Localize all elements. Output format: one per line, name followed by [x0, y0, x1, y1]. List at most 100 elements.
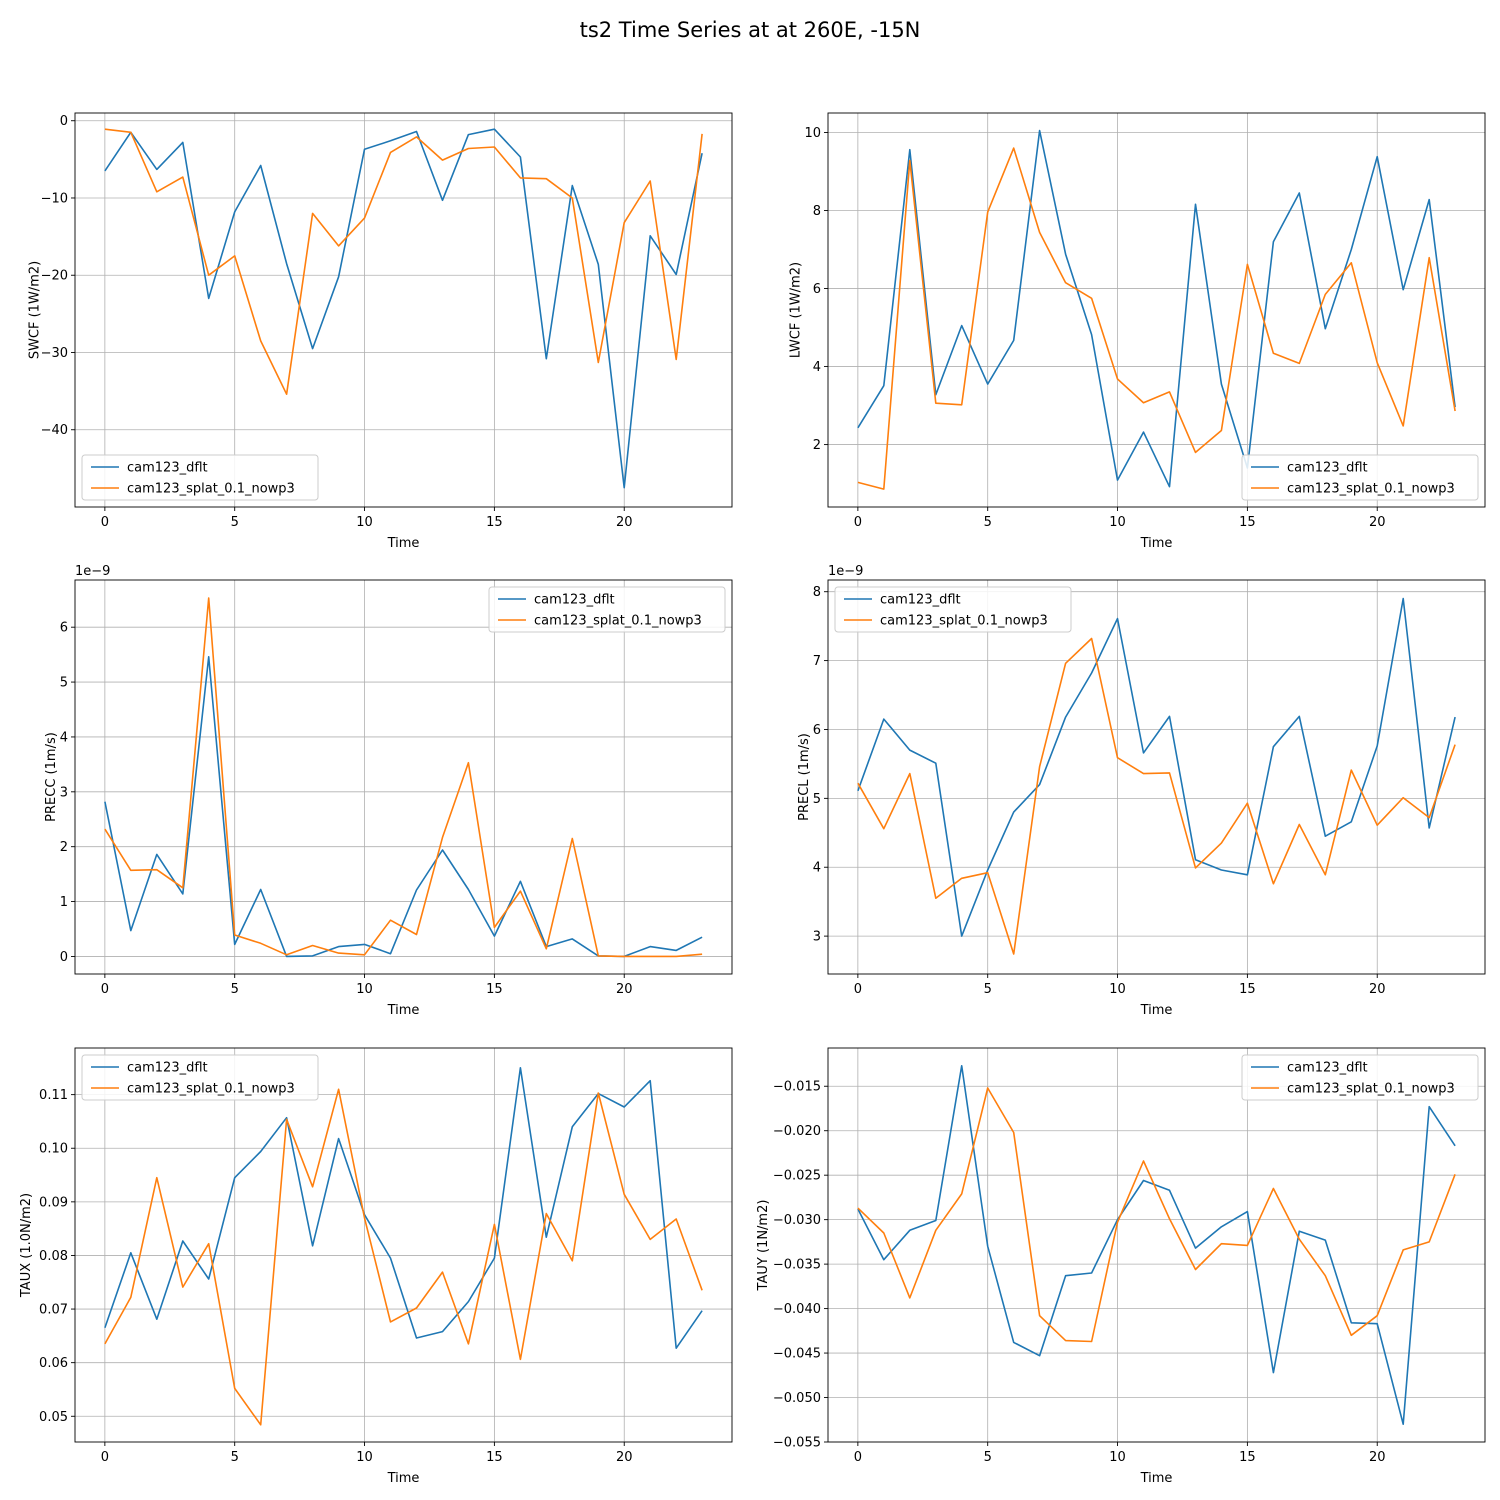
y-tick-label: 6	[60, 621, 68, 636]
x-tick-label: 0	[101, 982, 109, 997]
x-tick-label: 5	[231, 515, 239, 530]
legend-entry: cam123_splat_0.1_nowp3	[127, 1082, 295, 1097]
subplot-6: 0 5 10 15 20 −0.055 −0.050 −0.045 −0.040 −0.035 −0…	[756, 1047, 1486, 1486]
y-axis-label: LWCF (1W/m2)	[789, 262, 804, 358]
y-tick-label: 1	[60, 895, 68, 910]
x-tick-label: 20	[616, 515, 633, 530]
y-tick-label: 7	[813, 654, 821, 669]
axes-frame	[827, 1047, 1486, 1443]
y-tick-label: −0.035	[773, 1258, 821, 1273]
legend-entry: cam123_splat_0.1_nowp3	[1287, 1082, 1455, 1097]
y-tick-label: −0.020	[773, 1124, 821, 1139]
y-tick-label: −30	[41, 346, 68, 361]
x-tick-label: 20	[1369, 1450, 1386, 1465]
x-axis-label: Time	[1140, 536, 1173, 551]
y-tick-label: 6	[813, 282, 821, 297]
y-tick-label: −10	[41, 191, 68, 206]
legend-entry: cam123_dflt	[1287, 1061, 1368, 1076]
legend: cam123_dflt cam123_splat_0.1_nowp3	[1241, 1054, 1479, 1101]
y-tick-label: 0.06	[39, 1356, 68, 1371]
y-tick-label: 0.11	[39, 1088, 68, 1103]
x-tick-label: 20	[1369, 515, 1386, 530]
x-tick-label: 10	[356, 515, 373, 530]
legend: cam123_dflt cam123_splat_0.1_nowp3	[81, 454, 319, 501]
series-line-dflt	[857, 1065, 1456, 1425]
y-offset-label: 1e−9	[828, 564, 863, 579]
legend-entry: cam123_dflt	[1287, 461, 1368, 476]
y-tick-label: −0.040	[773, 1302, 821, 1317]
series-line-dflt	[104, 128, 703, 489]
y-tick-label: 2	[60, 840, 68, 855]
y-offset-label: 1e−9	[75, 564, 110, 579]
y-tick-label: 0.10	[39, 1142, 68, 1157]
legend-frame	[1241, 454, 1479, 501]
x-tick-label: 5	[984, 1450, 992, 1465]
y-axis-label: PRECC (1m/s)	[44, 732, 59, 822]
y-tick-label: 0	[60, 950, 68, 965]
x-tick-label: 20	[616, 982, 633, 997]
y-tick-label: 0.09	[39, 1195, 68, 1210]
x-tick-label: 5	[231, 1450, 239, 1465]
y-tick-label: −40	[41, 423, 68, 438]
x-tick-label: 10	[1109, 515, 1126, 530]
y-tick-label: 0.08	[39, 1249, 68, 1264]
x-tick-label: 0	[101, 1450, 109, 1465]
subplot-3: 0 5 10 15 20 0 1 2 3 4 5 6 1e−9 Time PRECC (1m/s) cam12…	[44, 564, 733, 1018]
series-line-splat	[857, 147, 1456, 490]
legend-entry: cam123_splat_0.1_nowp3	[127, 482, 295, 497]
legend-entry: cam123_dflt	[534, 593, 615, 608]
x-tick-label: 15	[1239, 1450, 1256, 1465]
legend: cam123_dflt cam123_splat_0.1_nowp3	[488, 586, 726, 633]
y-axis-label: SWCF (1W/m2)	[27, 261, 42, 359]
y-tick-label: 0.05	[39, 1410, 68, 1425]
y-tick-label: −0.050	[773, 1391, 821, 1406]
legend-frame	[834, 586, 1072, 633]
series-line-splat	[857, 1087, 1456, 1343]
x-tick-label: 5	[984, 515, 992, 530]
x-tick-label: 0	[101, 515, 109, 530]
y-tick-label: 4	[60, 730, 68, 745]
y-tick-label: 8	[813, 585, 821, 600]
x-tick-label: 10	[356, 1450, 373, 1465]
y-tick-label: 4	[813, 861, 821, 876]
x-axis-label: Time	[1140, 1003, 1173, 1018]
series-line-dflt	[857, 129, 1456, 488]
y-tick-label: −0.030	[773, 1213, 821, 1228]
subplot-1: 0 5 10 15 20 −40 −30 −20 −10 0 Time SWCF (1W/m2) cam…	[27, 112, 733, 551]
y-tick-label: −0.025	[773, 1169, 821, 1184]
legend-entry: cam123_dflt	[127, 1061, 208, 1076]
series-line-dflt	[104, 1067, 703, 1349]
x-tick-label: 0	[854, 982, 862, 997]
y-tick-label: 8	[813, 204, 821, 219]
y-tick-label: −20	[41, 269, 68, 284]
x-tick-label: 5	[984, 982, 992, 997]
legend-frame	[1241, 1054, 1479, 1101]
y-tick-label: 5	[60, 676, 68, 691]
y-tick-label: 0.07	[39, 1303, 68, 1318]
y-tick-label: 2	[813, 438, 821, 453]
legend-entry: cam123_splat_0.1_nowp3	[1287, 482, 1455, 497]
y-tick-label: −0.045	[773, 1347, 821, 1362]
x-tick-label: 0	[854, 1450, 862, 1465]
x-tick-label: 15	[486, 982, 503, 997]
series-line-dflt	[857, 597, 1456, 937]
axes-frame	[74, 1047, 733, 1443]
x-tick-label: 15	[1239, 515, 1256, 530]
y-tick-label: 4	[813, 360, 821, 375]
axes-frame	[827, 579, 1486, 975]
x-tick-label: 20	[1369, 982, 1386, 997]
subplot-2: 0 5 10 15 20 2 4 6 8 10 Time LWCF (1W/m2) cam123_dfl…	[789, 112, 1486, 551]
series-line-splat	[104, 597, 703, 958]
x-axis-label: Time	[387, 536, 420, 551]
x-tick-label: 20	[616, 1450, 633, 1465]
x-axis-label: Time	[1140, 1471, 1173, 1486]
y-tick-label: −0.015	[773, 1080, 821, 1095]
subplot-4: 0 5 10 15 20 3 4 5 6 7 8 1e−9 Time PRECL (1m/s) cam123…	[797, 564, 1486, 1018]
x-tick-label: 15	[486, 515, 503, 530]
legend-entry: cam123_splat_0.1_nowp3	[880, 614, 1048, 629]
legend: cam123_dflt cam123_splat_0.1_nowp3	[834, 586, 1072, 633]
x-axis-label: Time	[387, 1471, 420, 1486]
axes-frame	[74, 579, 733, 975]
